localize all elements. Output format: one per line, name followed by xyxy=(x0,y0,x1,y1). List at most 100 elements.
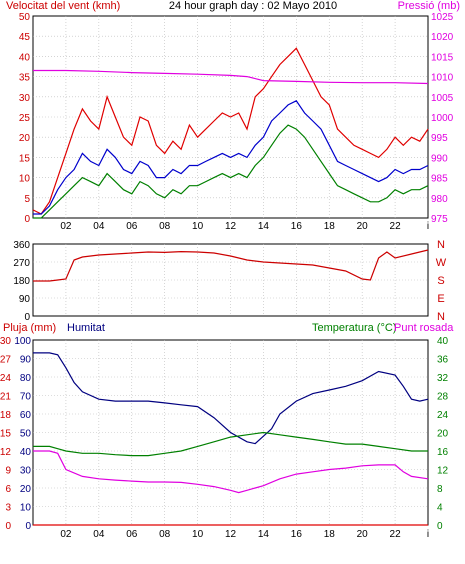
pressure-y-tick: 995 xyxy=(431,133,448,144)
direction-letter: W xyxy=(436,257,447,269)
wind-x-tick: 18 xyxy=(324,221,336,232)
rain-axis-label: Pluja (mm) xyxy=(3,322,56,334)
direction-y-tick: 90 xyxy=(19,294,31,305)
weather-x-tick: 18 xyxy=(324,529,336,540)
weather-x-tick: i xyxy=(427,529,429,540)
wind-x-tick: 04 xyxy=(93,221,105,232)
temperature-y-tick: 8 xyxy=(437,484,443,495)
direction-letter: N xyxy=(437,311,445,323)
wind-y-tick: 10 xyxy=(19,174,31,185)
wind-y-tick: 0 xyxy=(24,214,30,225)
direction-letter: E xyxy=(437,293,444,305)
wind-y-tick: 25 xyxy=(19,113,31,124)
dewpoint-axis-label: Punt rosada xyxy=(394,322,454,334)
humidity-y-tick: 40 xyxy=(20,447,32,458)
direction-y-tick: 360 xyxy=(13,240,30,251)
rain-y-tick: 30 xyxy=(0,336,11,347)
rain-y-tick: 21 xyxy=(0,392,11,403)
pressure-y-tick: 990 xyxy=(431,153,448,164)
humidity-y-tick: 0 xyxy=(25,521,31,532)
wind-x-tick: 22 xyxy=(390,221,402,232)
wind-x-tick: 16 xyxy=(291,221,303,232)
temperature-y-tick: 28 xyxy=(437,392,449,403)
rain-y-tick: 0 xyxy=(5,521,11,532)
direction-y-tick: 270 xyxy=(13,258,30,269)
pressure-axis-label: Pressió (mb) xyxy=(398,0,460,12)
weather-x-tick: 14 xyxy=(258,529,270,540)
pressure-y-tick: 1005 xyxy=(431,93,454,104)
pressure-y-tick: 975 xyxy=(431,214,448,225)
wind-axis-label: Velocitat del vent (kmh) xyxy=(6,0,120,12)
weather-x-tick: 10 xyxy=(192,529,204,540)
weather-x-tick: 04 xyxy=(93,529,105,540)
direction-letter: N xyxy=(437,239,445,251)
temperature-y-tick: 0 xyxy=(437,521,443,532)
wind-y-tick: 35 xyxy=(19,73,31,84)
direction-y-tick: 180 xyxy=(13,276,30,287)
weather-x-tick: 12 xyxy=(225,529,237,540)
pressure-y-tick: 1010 xyxy=(431,73,454,84)
rain-y-tick: 18 xyxy=(0,410,11,421)
rain-y-tick: 3 xyxy=(5,503,11,514)
direction-series-line xyxy=(33,249,429,282)
wind-series-line-4 xyxy=(33,69,429,85)
humidity-y-tick: 20 xyxy=(20,484,32,495)
temperature-y-tick: 32 xyxy=(437,373,449,384)
wind-x-tick: 20 xyxy=(357,221,369,232)
wind-y-tick: 30 xyxy=(19,93,31,104)
wind-x-tick: i xyxy=(427,221,429,232)
weather-x-tick: 06 xyxy=(126,529,138,540)
pressure-y-tick: 980 xyxy=(431,194,448,205)
pressure-y-tick: 1020 xyxy=(431,32,454,43)
wind-series-line-3 xyxy=(33,124,429,219)
wind-series-line-2 xyxy=(33,100,429,215)
temperature-y-tick: 40 xyxy=(437,336,449,347)
wind-y-tick: 5 xyxy=(24,194,30,205)
humidity-axis-label: Humitat xyxy=(67,322,105,334)
temperature-y-tick: 4 xyxy=(437,503,443,514)
wind-y-tick: 20 xyxy=(19,133,31,144)
direction-y-tick: 0 xyxy=(24,312,30,323)
chart-title: 24 hour graph day : 02 Mayo 2010 xyxy=(169,0,337,12)
weather-series-line-punt-rosada xyxy=(33,450,429,494)
wind-x-tick: 14 xyxy=(258,221,270,232)
wind-x-tick: 12 xyxy=(225,221,237,232)
rain-y-tick: 27 xyxy=(0,355,11,366)
direction-letter: S xyxy=(437,275,444,287)
temperature-y-tick: 16 xyxy=(437,447,449,458)
pressure-y-tick: 1015 xyxy=(431,52,454,63)
humidity-y-tick: 70 xyxy=(20,392,32,403)
weather-x-tick: 16 xyxy=(291,529,303,540)
rain-y-tick: 12 xyxy=(0,447,11,458)
pressure-y-tick: 1025 xyxy=(431,12,454,23)
humidity-y-tick: 50 xyxy=(20,429,32,440)
temperature-y-tick: 20 xyxy=(437,429,449,440)
temperature-y-tick: 36 xyxy=(437,355,449,366)
weather-x-tick: 20 xyxy=(357,529,369,540)
wind-y-tick: 50 xyxy=(19,12,31,23)
pressure-y-tick: 1000 xyxy=(431,113,454,124)
weather-x-tick: 08 xyxy=(159,529,171,540)
humidity-y-tick: 30 xyxy=(20,466,32,477)
weather-x-tick: 22 xyxy=(390,529,402,540)
humidity-y-tick: 60 xyxy=(20,410,32,421)
humidity-y-tick: 90 xyxy=(20,355,32,366)
humidity-y-tick: 10 xyxy=(20,503,32,514)
rain-y-tick: 9 xyxy=(5,466,11,477)
rain-y-tick: 15 xyxy=(0,429,11,440)
wind-y-tick: 45 xyxy=(19,32,31,43)
weather-series-line-humitat xyxy=(33,352,429,445)
temperature-y-tick: 24 xyxy=(437,410,449,421)
temperature-y-tick: 12 xyxy=(437,466,449,477)
wind-x-tick: 02 xyxy=(60,221,72,232)
wind-y-tick: 40 xyxy=(19,52,31,63)
temperature-axis-label: Temperatura (°C) xyxy=(312,322,396,334)
wind-x-tick: 08 xyxy=(159,221,171,232)
rain-y-tick: 24 xyxy=(0,373,11,384)
rain-y-tick: 6 xyxy=(5,484,11,495)
pressure-y-tick: 985 xyxy=(431,174,448,185)
wind-x-tick: 06 xyxy=(126,221,138,232)
weather-series-line-temperatura xyxy=(33,431,428,457)
